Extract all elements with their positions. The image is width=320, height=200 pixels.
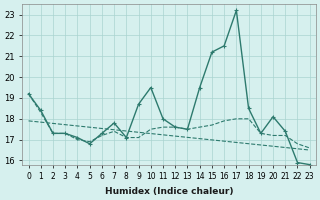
X-axis label: Humidex (Indice chaleur): Humidex (Indice chaleur) — [105, 187, 233, 196]
